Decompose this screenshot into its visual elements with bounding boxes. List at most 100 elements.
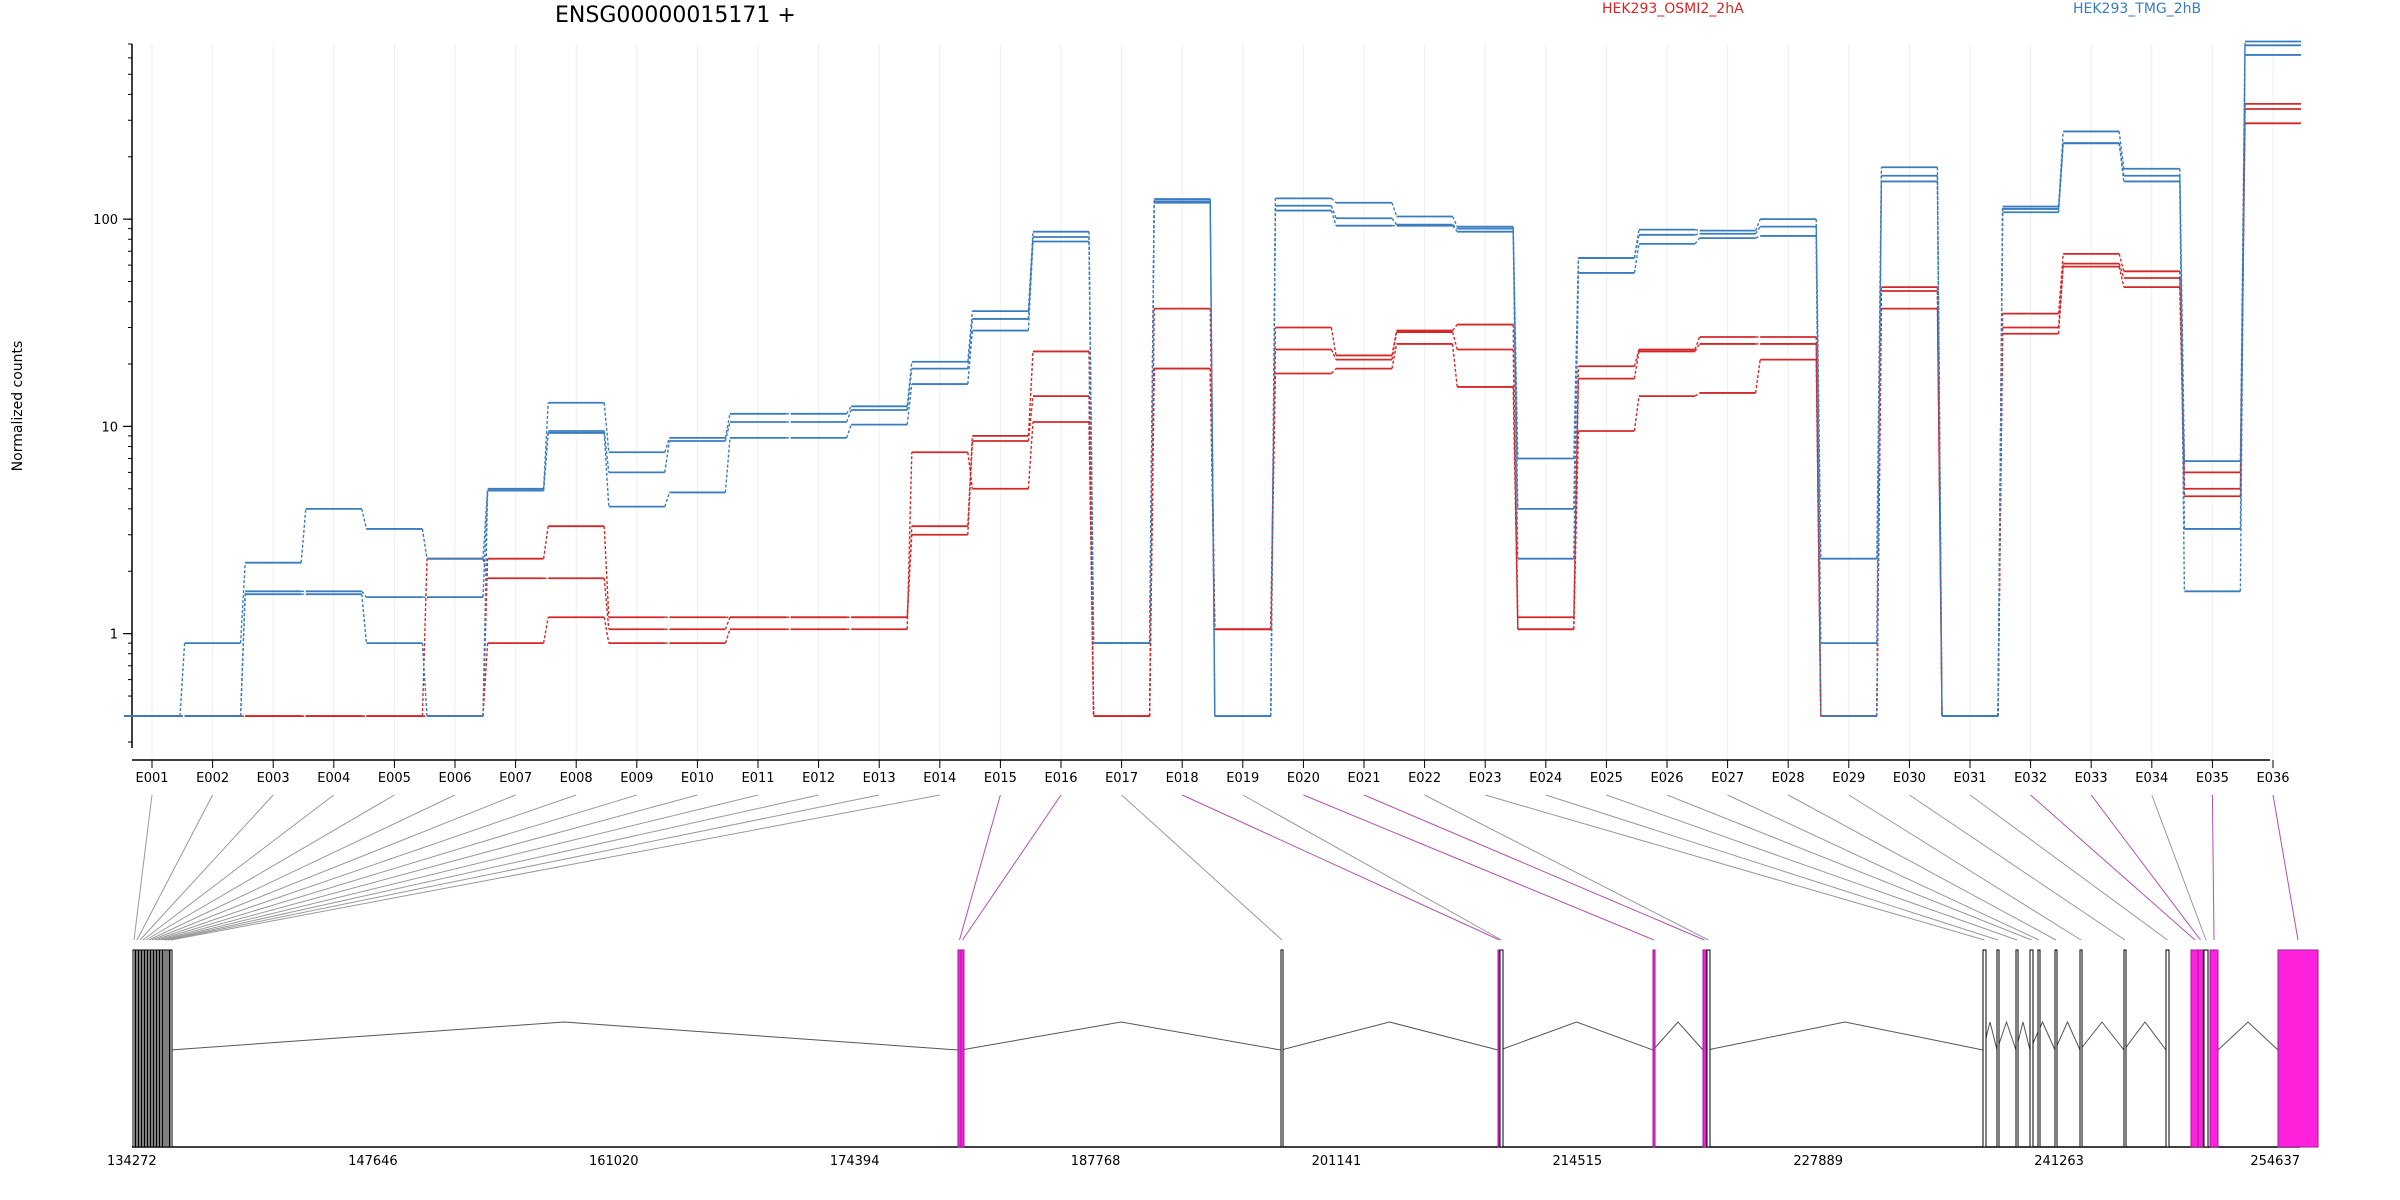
- exon-box-e016: [960, 949, 965, 1148]
- x-tick-label-e019: E019: [1226, 771, 1259, 786]
- series-connector: [1391, 202, 1398, 217]
- series-connector: [1027, 421, 1034, 489]
- x-tick-label-e018: E018: [1166, 771, 1199, 786]
- series-connector: [2239, 54, 2246, 592]
- connector-e029: [1848, 794, 2082, 941]
- series-connector: [1391, 217, 1398, 226]
- series-connector: [1088, 241, 1095, 644]
- genomic-tick-label: 254637: [2250, 1154, 2300, 1169]
- intron-line: [2217, 1021, 2279, 1051]
- gene-model: 134272 147646 161020 174394 187768 201141 2145…: [107, 949, 2319, 1169]
- exon-box-e023: [1982, 949, 1987, 1148]
- intron-line: [1996, 1020, 2017, 1051]
- connector-e017: [1121, 794, 1283, 941]
- connector-e031: [1969, 794, 2168, 941]
- intron-line: [1652, 1021, 1704, 1051]
- exon-box-e036: [2277, 949, 2319, 1148]
- series-connector: [421, 558, 428, 717]
- exon-box-e005: [144, 949, 148, 1148]
- series-connector: [967, 452, 974, 489]
- series-connector: [421, 643, 428, 717]
- genomic-tick-label: 201141: [1312, 1154, 1362, 1169]
- series-connector: [845, 409, 852, 423]
- exon-box-e014: [169, 949, 173, 1148]
- series-connector: [724, 413, 731, 439]
- series-connector: [542, 402, 549, 489]
- series-connector: [1209, 202, 1216, 717]
- series-connector: [1694, 233, 1700, 236]
- connector-e016: [962, 794, 1062, 941]
- connector-e035: [2211, 794, 2215, 941]
- series-connector: [906, 368, 913, 411]
- genomic-tick-label: 174394: [830, 1154, 880, 1169]
- series-connector: [603, 432, 610, 507]
- series-connector: [482, 490, 489, 717]
- intron-line: [2029, 1020, 2056, 1051]
- x-tick-label-e025: E025: [1590, 771, 1623, 786]
- series-connector: [2118, 266, 2125, 288]
- series-connector: [724, 421, 731, 442]
- series-connector: [1754, 359, 1761, 394]
- intron-line: [2079, 1021, 2125, 1051]
- connector-e007: [151, 794, 516, 941]
- series-connector: [1633, 229, 1640, 259]
- genomic-tick-label: 161020: [589, 1154, 639, 1169]
- genomic-tick-label: 227889: [1793, 1154, 1843, 1169]
- series-connector: [1512, 349, 1519, 630]
- series-connector: [239, 594, 246, 717]
- exon-connectors: [133, 794, 2299, 941]
- exon-box-e026: [2029, 949, 2034, 1148]
- intron-line: [1280, 1021, 1499, 1051]
- genomic-tick-label: 241263: [2034, 1154, 2084, 1169]
- series-connector: [906, 534, 913, 618]
- axes: 1 10 100 E001 E002 E003 E004 E005 E006 E007 E008 E0…: [93, 43, 2290, 786]
- exon-box-e034: [2203, 949, 2209, 1148]
- x-tick-label-e020: E020: [1287, 771, 1320, 786]
- x-tick-label-e008: E008: [560, 771, 593, 786]
- series-connector: [300, 508, 307, 563]
- connector-e021: [1363, 794, 1705, 941]
- exon-box-e035: [2209, 949, 2219, 1148]
- exon-box-e001: [132, 949, 136, 1148]
- series-4: [124, 40, 2301, 718]
- series-connector: [1815, 235, 1822, 717]
- series-connector: [1512, 386, 1519, 630]
- series-connector: [603, 430, 610, 473]
- connector-e015: [959, 794, 1001, 941]
- exon-box-e020: [1652, 949, 1656, 1148]
- series-connector: [1512, 226, 1519, 459]
- connector-e010: [160, 794, 698, 941]
- x-tick-label-e002: E002: [196, 771, 229, 786]
- series-connector: [1694, 343, 1701, 352]
- connector-e022: [1424, 794, 1709, 941]
- connector-e002: [136, 794, 214, 941]
- exon-box-e002: [135, 949, 139, 1148]
- series-connector: [845, 424, 852, 439]
- series-connector: [1452, 224, 1458, 230]
- series-connector: [1451, 216, 1458, 227]
- x-tick-label-e035: E035: [2196, 771, 2229, 786]
- connector-e026: [1666, 794, 2032, 941]
- exon-box-e019: [1499, 949, 1504, 1148]
- legend-label-osmi2: HEK293_OSMI2_2hA: [1602, 1, 1744, 17]
- x-tick-label-e003: E003: [257, 771, 290, 786]
- exon-box-e013: [166, 949, 170, 1148]
- connector-e034: [2151, 794, 2207, 941]
- series-connector: [421, 528, 428, 559]
- connector-e030: [1909, 794, 2126, 941]
- series-connector: [1754, 218, 1761, 231]
- connector-e006: [148, 794, 456, 941]
- x-tick-label-e024: E024: [1529, 771, 1562, 786]
- x-tick-label-e026: E026: [1650, 771, 1683, 786]
- y-tick-label: 100: [93, 213, 118, 228]
- series-connector: [664, 492, 671, 507]
- series-connector: [1027, 351, 1034, 436]
- series-connector: [1755, 226, 1761, 235]
- series-connector: [1694, 237, 1701, 245]
- series-connector: [482, 490, 489, 598]
- series-connector: [1694, 228, 1700, 232]
- connector-e001: [133, 794, 153, 941]
- series-connector: [1330, 210, 1337, 226]
- exon-box-e008: [153, 949, 157, 1148]
